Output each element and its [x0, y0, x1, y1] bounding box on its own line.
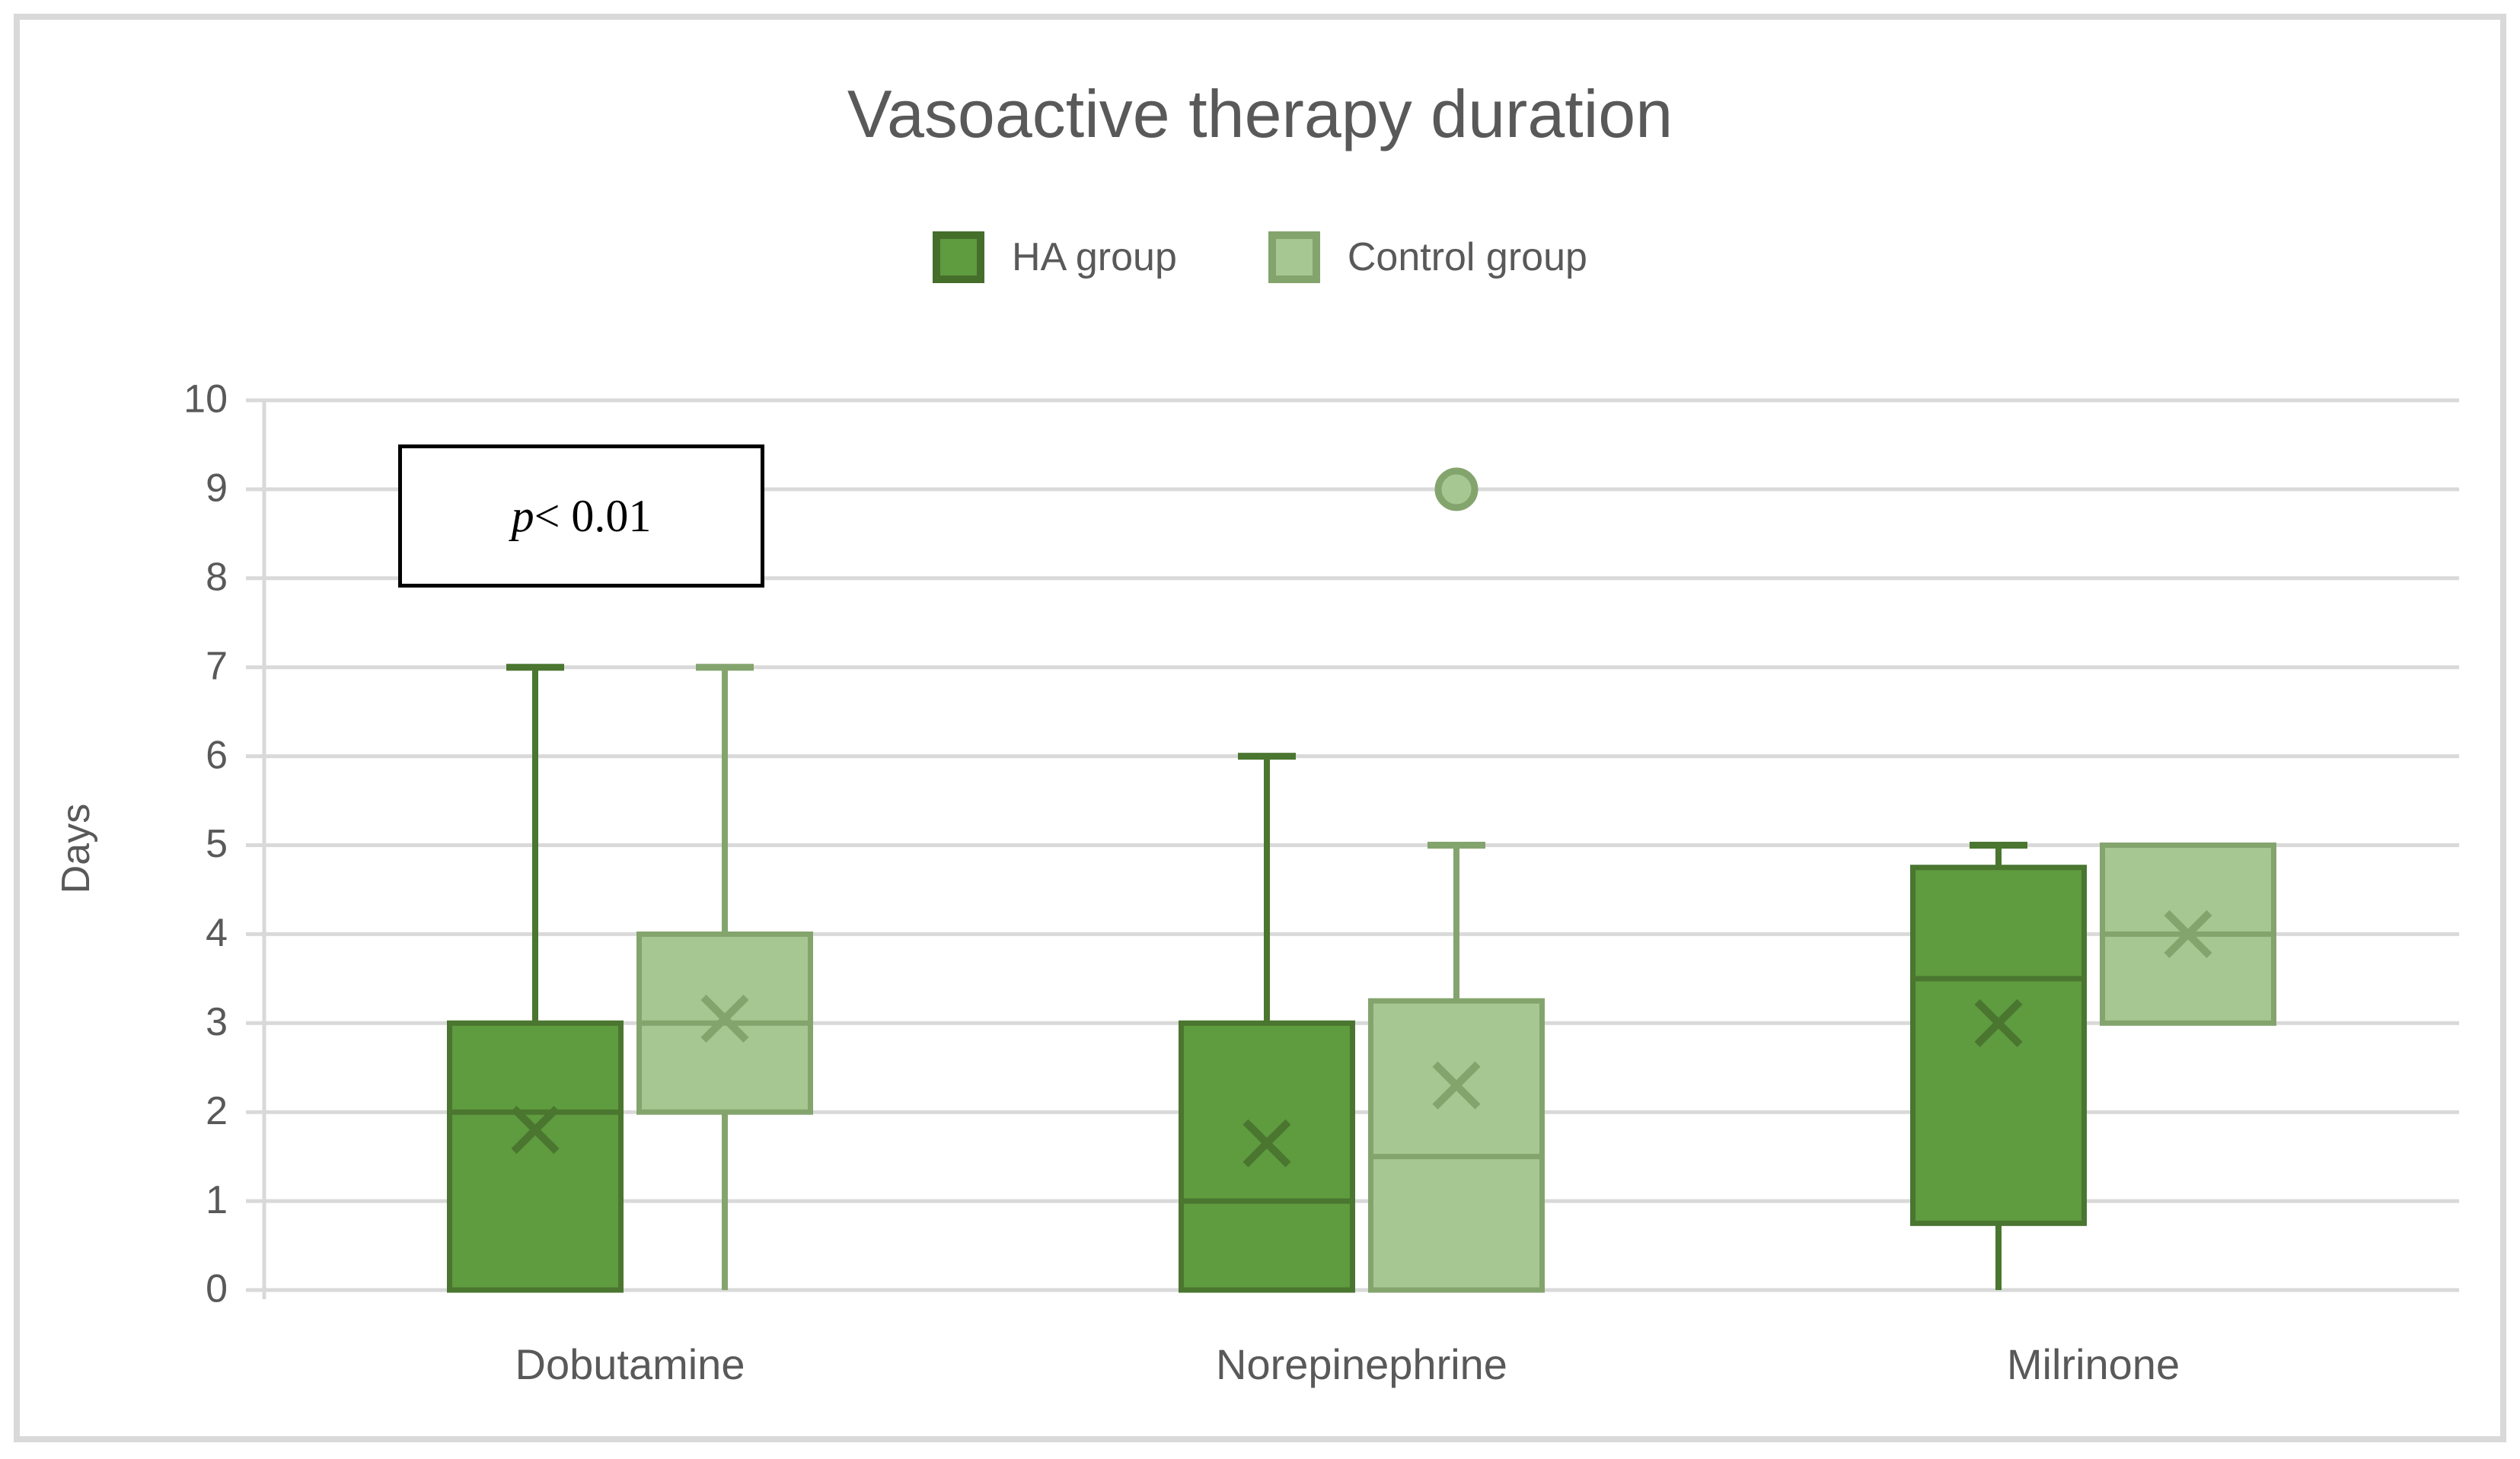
mean-marker-ha-group-dobutamine [511, 1106, 560, 1155]
y-tick-label-4: 4 [206, 911, 228, 955]
y-tick-label-2: 2 [206, 1089, 228, 1133]
y-tick-label-0: 0 [206, 1267, 228, 1311]
control-group-swatch-icon [1268, 231, 1320, 283]
mean-marker-control-group-milrinone [2164, 909, 2212, 958]
y-tick-label-7: 7 [206, 644, 228, 688]
p-value-text: < 0.01 [534, 490, 652, 541]
p-value-symbol: p [511, 490, 534, 541]
y-tick-label-3: 3 [206, 1000, 228, 1044]
chart-title: Vasoactive therapy duration [847, 76, 1673, 151]
y-tick-label-6: 6 [206, 733, 228, 777]
x-category-label-dobutamine: Dobutamine [515, 1340, 745, 1388]
mean-marker-control-group-dobutamine [700, 994, 749, 1043]
legend-label-ha: HA group [1012, 235, 1177, 279]
y-tick-label-8: 8 [206, 556, 228, 600]
box-control-group-norepinephrine [1368, 998, 1545, 1293]
box-ha-group-milrinone [1910, 865, 2087, 1226]
legend: HA group Control group [0, 231, 2520, 284]
box-ha-group-norepinephrine [1179, 1020, 1355, 1293]
x-category-label-norepinephrine: Norepinephrine [1216, 1340, 1507, 1388]
legend-item-control: Control group [1268, 231, 1587, 284]
y-tick-label-10: 10 [183, 377, 228, 422]
legend-label-control: Control group [1347, 235, 1587, 279]
mean-marker-ha-group-milrinone [1974, 999, 2023, 1047]
x-category-label-milrinone: Milrinone [2007, 1340, 2180, 1388]
box-ha-group-dobutamine [447, 1020, 624, 1293]
mean-marker-control-group-norepinephrine [1432, 1061, 1481, 1110]
y-axis-title: Days [54, 803, 98, 894]
y-tick-label-9: 9 [206, 467, 228, 511]
y-tick-label-1: 1 [206, 1178, 228, 1222]
outlier-point-control-group-norepinephrine [1434, 467, 1479, 511]
mean-marker-ha-group-norepinephrine [1242, 1119, 1291, 1168]
y-tick-label-5: 5 [206, 822, 228, 866]
p-value-annotation: p < 0.01 [398, 444, 764, 588]
legend-item-ha: HA group [933, 231, 1177, 284]
ha-group-swatch-icon [933, 231, 985, 283]
